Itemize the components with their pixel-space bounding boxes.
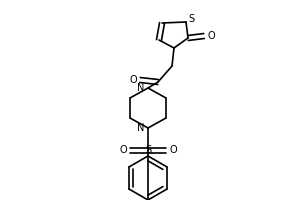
Text: S: S [145,145,151,155]
Text: O: O [207,31,215,41]
Text: O: O [169,145,177,155]
Text: S: S [188,14,194,24]
Text: N: N [137,123,145,133]
Text: O: O [119,145,127,155]
Text: O: O [129,75,137,85]
Text: N: N [137,83,145,93]
